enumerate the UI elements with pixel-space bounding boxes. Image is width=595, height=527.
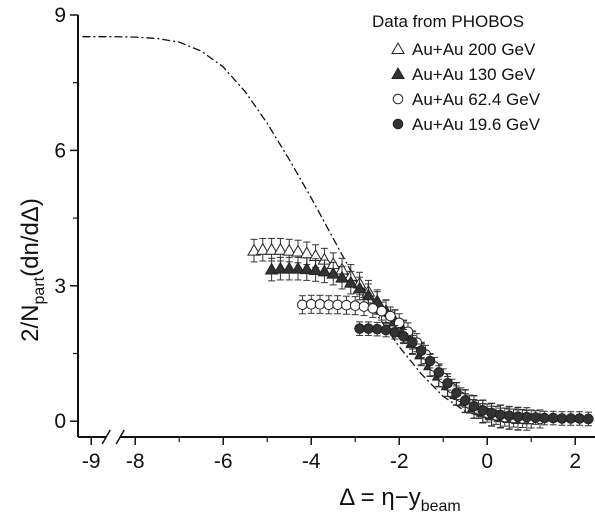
y-tick-label: 0 — [54, 410, 66, 433]
data-point — [393, 317, 405, 329]
data-point — [371, 323, 383, 335]
data-point — [264, 242, 279, 255]
data-point — [341, 299, 352, 311]
data-point — [305, 299, 317, 310]
x-tick-label: -6 — [214, 450, 233, 473]
legend-marker — [392, 93, 404, 105]
y-tick-label: 3 — [54, 275, 66, 298]
data-point — [389, 326, 401, 338]
data-point — [380, 324, 392, 336]
data-point — [459, 395, 471, 406]
data-point — [556, 413, 568, 424]
data-point — [407, 336, 418, 348]
data-point — [299, 262, 314, 275]
y-tick-label: 9 — [54, 4, 66, 27]
y-axis-title: 2/Npart(dn/dΔ) — [17, 198, 48, 342]
data-point — [291, 244, 305, 257]
data-point — [367, 303, 379, 314]
x-tick-label: 0 — [481, 450, 493, 473]
data-point — [583, 413, 594, 425]
data-point — [352, 281, 367, 294]
data-point — [358, 301, 370, 312]
data-point — [335, 270, 349, 283]
data-point — [442, 377, 453, 389]
x-tick-label: -2 — [390, 450, 409, 473]
data-point — [323, 299, 335, 311]
x-tick-label: -4 — [302, 450, 321, 473]
data-point — [308, 262, 323, 276]
data-point — [451, 387, 462, 399]
data-point — [468, 401, 480, 412]
svg-text:Δ = η−ybeam: Δ = η−ybeam — [339, 484, 460, 515]
x-axis-title-sub: beam — [421, 498, 461, 515]
legend-items: Au+Au 200 GeV Au+Au 130 GeV Au+Au 62.4 GeV… — [391, 40, 541, 134]
y-tick-label: 6 — [54, 139, 66, 162]
data-point — [264, 262, 279, 275]
series-4 — [354, 321, 594, 427]
data-point — [297, 299, 308, 311]
fit-curve-line — [253, 251, 589, 422]
data-point — [317, 264, 332, 277]
data-point — [282, 261, 297, 274]
data-point — [349, 300, 361, 311]
data-point — [433, 367, 445, 378]
data-point — [574, 413, 585, 424]
axes: -9 -8 -6 -4 -2 0 2 0 3 6 9 — [54, 4, 595, 473]
y-axis-title-tail: (dn/dΔ) — [17, 198, 44, 277]
data-point — [363, 323, 374, 334]
data-point — [354, 323, 365, 334]
legend-marker — [391, 41, 405, 54]
legend: Data from PHOBOS Au+Au 200 GeV Au+Au 130 … — [372, 12, 541, 134]
legend-marker — [391, 66, 405, 79]
legend-label: Au+Au 19.6 GeV — [412, 115, 541, 134]
legend-label: Au+Au 130 GeV — [412, 65, 536, 84]
data-point — [547, 412, 559, 424]
data-point — [376, 305, 387, 317]
data-point — [282, 243, 297, 256]
axis-break-mark — [115, 429, 125, 445]
data-point — [565, 413, 577, 424]
data-point — [255, 242, 270, 255]
x-tick-label: -9 — [82, 450, 101, 473]
data-point — [291, 261, 305, 274]
legend-label: Au+Au 200 GeV — [412, 40, 536, 59]
fit-curve-line — [271, 268, 589, 422]
plot-area — [82, 36, 594, 431]
data-point — [477, 405, 489, 416]
data-point — [415, 345, 427, 357]
axis-break-mark — [101, 429, 111, 445]
data-point — [247, 243, 261, 256]
data-point — [503, 410, 515, 422]
x-tick-label: 2 — [569, 450, 581, 473]
svg-text:2/Npart(dn/dΔ): 2/Npart(dn/dΔ) — [17, 198, 48, 342]
data-point — [424, 355, 436, 367]
y-axis-title-main: 2/N — [17, 304, 44, 341]
y-axis-title-sub: part — [31, 276, 48, 304]
data-point — [273, 242, 288, 255]
x-axis-title-main: Δ = η−y — [339, 484, 420, 511]
data-point — [530, 412, 541, 423]
legend-label: Au+Au 62.4 GeV — [412, 90, 541, 109]
data-point — [512, 411, 524, 422]
data-point — [521, 411, 533, 423]
data-point — [385, 310, 396, 322]
fit-curve-line — [302, 304, 589, 422]
data-point — [539, 412, 550, 424]
data-point — [495, 409, 506, 421]
data-point — [398, 331, 409, 342]
data-point — [343, 275, 358, 288]
data-point — [314, 299, 326, 310]
x-tick-label: -8 — [126, 450, 145, 473]
data-point — [332, 299, 343, 311]
legend-title: Data from PHOBOS — [372, 12, 524, 31]
data-point — [486, 407, 497, 419]
legend-marker — [392, 118, 404, 130]
data-point — [273, 261, 288, 274]
data-point — [326, 266, 341, 279]
x-axis-title: Δ = η−ybeam — [339, 484, 460, 515]
